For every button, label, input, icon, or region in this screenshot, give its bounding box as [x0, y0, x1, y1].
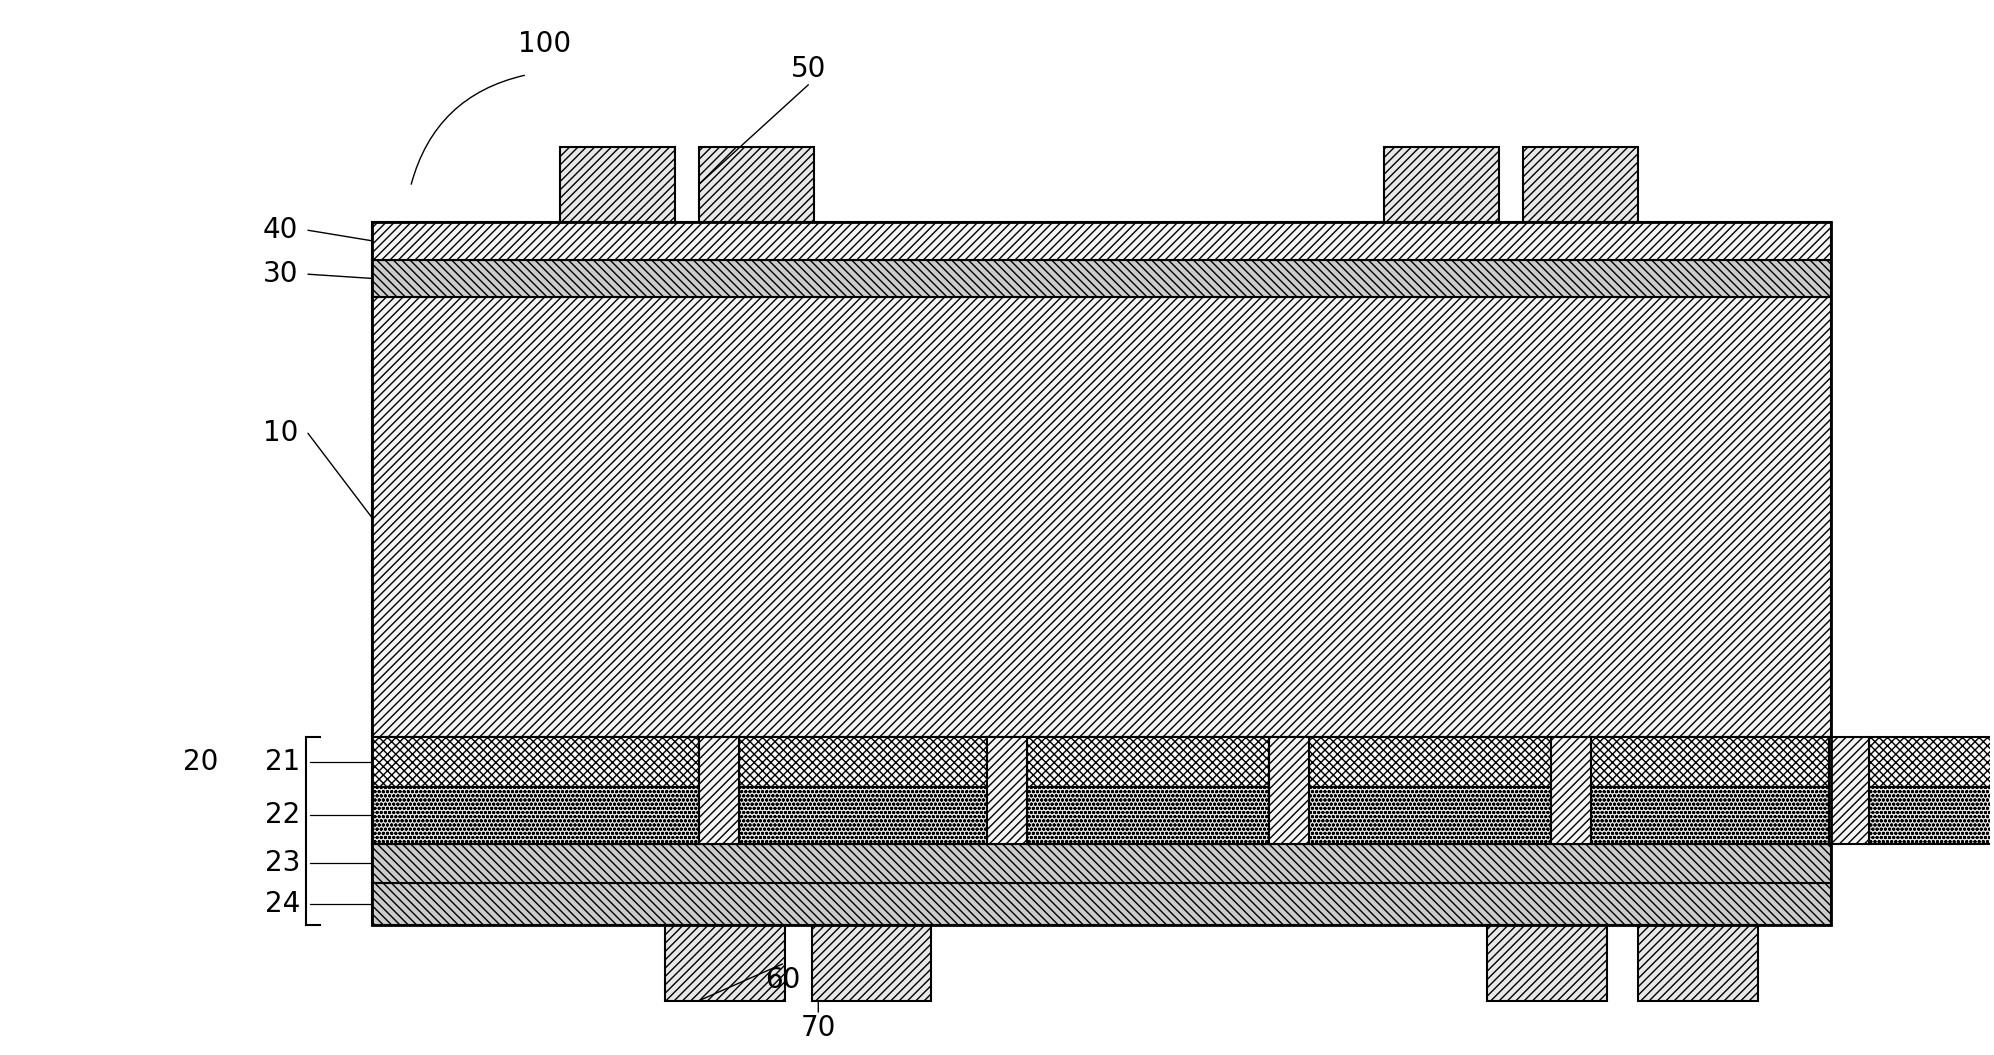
- Bar: [371, 844, 1830, 883]
- Text: 24: 24: [265, 890, 299, 918]
- Text: 100: 100: [518, 30, 570, 58]
- Bar: [560, 147, 676, 222]
- Bar: [1027, 736, 1268, 787]
- Text: 70: 70: [802, 1014, 835, 1041]
- Text: 20: 20: [183, 748, 219, 776]
- Text: 21: 21: [265, 748, 299, 776]
- Bar: [666, 925, 784, 1000]
- Bar: [1268, 736, 1308, 844]
- Bar: [371, 787, 700, 844]
- Bar: [1868, 736, 1994, 787]
- Bar: [1591, 736, 1828, 787]
- Bar: [371, 222, 1830, 925]
- Bar: [1828, 736, 1868, 844]
- Bar: [740, 736, 987, 787]
- Text: 40: 40: [263, 216, 297, 245]
- Bar: [700, 736, 740, 844]
- Bar: [1639, 925, 1757, 1000]
- Bar: [371, 736, 700, 787]
- Bar: [371, 222, 1830, 260]
- Bar: [1308, 736, 1551, 787]
- Bar: [700, 147, 814, 222]
- Bar: [1488, 925, 1607, 1000]
- Bar: [740, 787, 987, 844]
- Bar: [371, 883, 1830, 925]
- Text: 30: 30: [263, 261, 297, 288]
- Bar: [1551, 736, 1591, 844]
- Text: 22: 22: [265, 802, 299, 829]
- Bar: [371, 260, 1830, 298]
- Bar: [1027, 787, 1268, 844]
- Bar: [1523, 147, 1639, 222]
- Bar: [987, 736, 1027, 844]
- Text: 60: 60: [766, 965, 800, 994]
- Bar: [1384, 147, 1499, 222]
- Bar: [812, 925, 931, 1000]
- Bar: [1868, 787, 1994, 844]
- Bar: [1308, 787, 1551, 844]
- Bar: [1591, 787, 1828, 844]
- Bar: [371, 298, 1830, 736]
- Text: 10: 10: [263, 419, 297, 447]
- Text: 50: 50: [792, 55, 826, 83]
- Text: 23: 23: [265, 849, 299, 878]
